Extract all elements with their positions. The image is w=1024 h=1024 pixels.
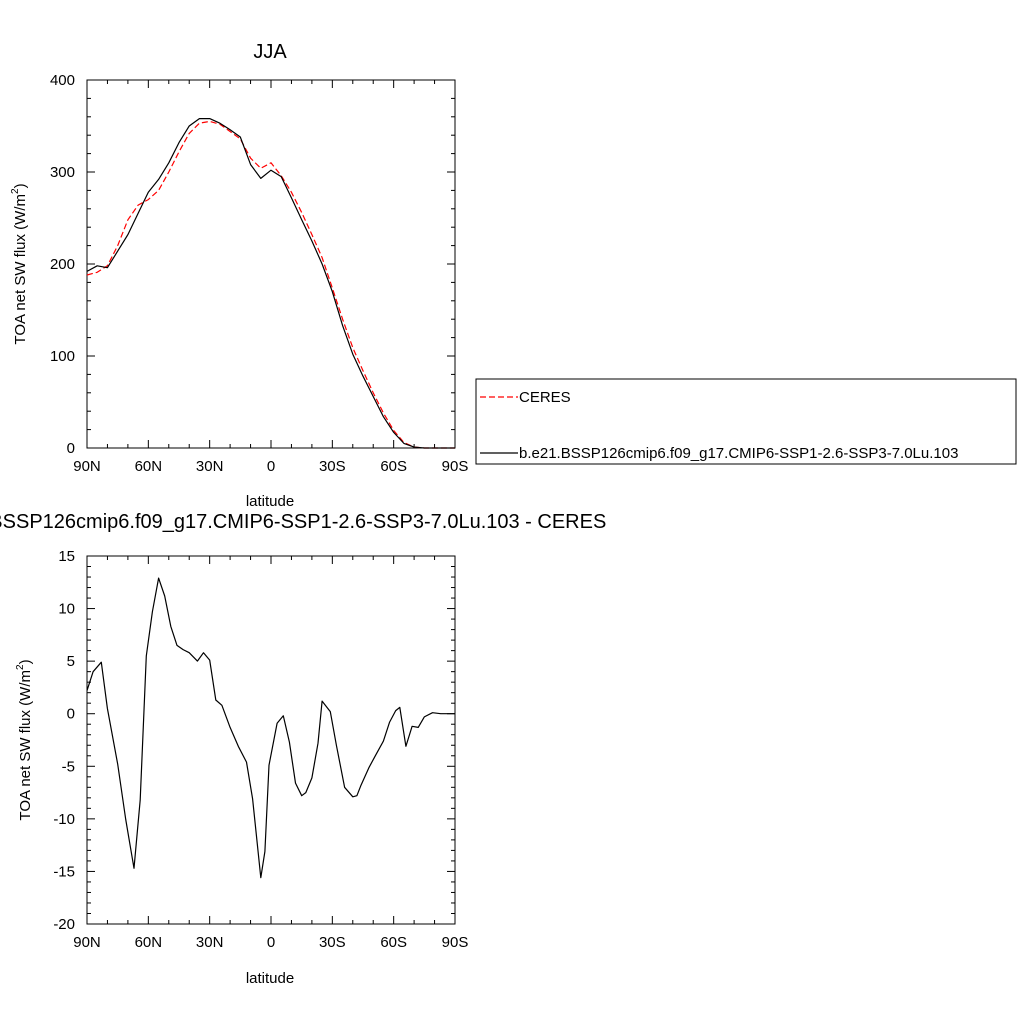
x-tick-label: 60N	[135, 458, 163, 475]
plot-frame	[86, 79, 456, 449]
legend-label-model: b.e21.BSSP126cmip6.f09_g17.CMIP6-SSP1-2.…	[519, 445, 958, 462]
y-tick-label: 10	[58, 601, 75, 618]
y-axis-label-text: TOA net SW flux (W/m	[12, 194, 29, 345]
x-tick-label: 30S	[319, 458, 346, 475]
y-tick-label: -10	[53, 811, 75, 828]
x-tick-label: 90S	[442, 458, 469, 475]
tick-marks	[86, 555, 456, 925]
y-tick-label: 100	[50, 348, 75, 365]
series-lines	[86, 577, 455, 879]
chart-title: JJA	[253, 41, 287, 63]
y-tick-label: -5	[62, 758, 75, 775]
x-tick-label: 0	[267, 934, 275, 951]
y-tick-label: 200	[50, 256, 75, 273]
y-tick-labels: -20 -15 -10 -5 0 5 10 15	[53, 548, 75, 933]
y-tick-label: 0	[67, 706, 75, 723]
x-tick-label: 60S	[380, 458, 407, 475]
series-lines	[86, 117, 455, 449]
y-tick-label: -20	[53, 916, 75, 933]
y-axis-label-close: )	[12, 183, 29, 188]
x-tick-label: 30N	[196, 458, 224, 475]
x-tick-labels: 90N 60N 30N 0 30S 60S 90S	[73, 934, 468, 951]
series-line-difference	[86, 577, 455, 879]
series-line-ceres	[86, 120, 455, 449]
y-tick-label: 15	[58, 548, 75, 565]
x-tick-label: 0	[267, 458, 275, 475]
x-tick-label: 30S	[319, 934, 346, 951]
y-tick-label: -15	[53, 863, 75, 880]
tick-marks	[86, 79, 456, 449]
x-tick-label: 60S	[380, 934, 407, 951]
chart-top: JJA 90N 60N 30N 0 30S 60S 90S 0 100 200 300 400 la…	[10, 41, 1017, 510]
x-tick-label: 90N	[73, 934, 101, 951]
y-axis-label-sup: 2	[10, 188, 21, 194]
y-axis-label-sup: 2	[15, 664, 26, 670]
y-axis-label-close: )	[17, 659, 34, 664]
series-line-b-e21-bssp126cmip6-f09-g17-cmip6-ssp1-2-6-ssp3-7-0lu-103	[86, 117, 455, 449]
y-tick-label: 400	[50, 72, 75, 89]
y-tick-label: 5	[67, 653, 75, 670]
y-tick-label: 300	[50, 164, 75, 181]
x-tick-label: 30N	[196, 934, 224, 951]
y-axis-label: TOA net SW flux (W/m2)	[15, 659, 34, 820]
chart-title: b.e21.BSSP126cmip6.f09_g17.CMIP6-SSP1-2.…	[0, 511, 606, 533]
x-tick-labels: 90N 60N 30N 0 30S 60S 90S	[73, 458, 468, 475]
chart-bottom: b.e21.BSSP126cmip6.f09_g17.CMIP6-SSP1-2.…	[0, 511, 606, 987]
y-tick-labels: 0 100 200 300 400	[50, 72, 75, 457]
legend-label-ceres: CERES	[519, 389, 571, 406]
x-axis-label: latitude	[246, 493, 294, 510]
x-tick-label: 60N	[135, 934, 163, 951]
legend-box	[475, 378, 1017, 465]
x-tick-label: 90N	[73, 458, 101, 475]
y-axis-label-text: TOA net SW flux (W/m	[17, 670, 34, 821]
y-axis-label: TOA net SW flux (W/m2)	[10, 183, 29, 344]
x-axis-label: latitude	[246, 970, 294, 987]
x-tick-label: 90S	[442, 934, 469, 951]
y-tick-label: 0	[67, 440, 75, 457]
legend: CERES b.e21.BSSP126cmip6.f09_g17.CMIP6-S…	[475, 378, 1017, 465]
